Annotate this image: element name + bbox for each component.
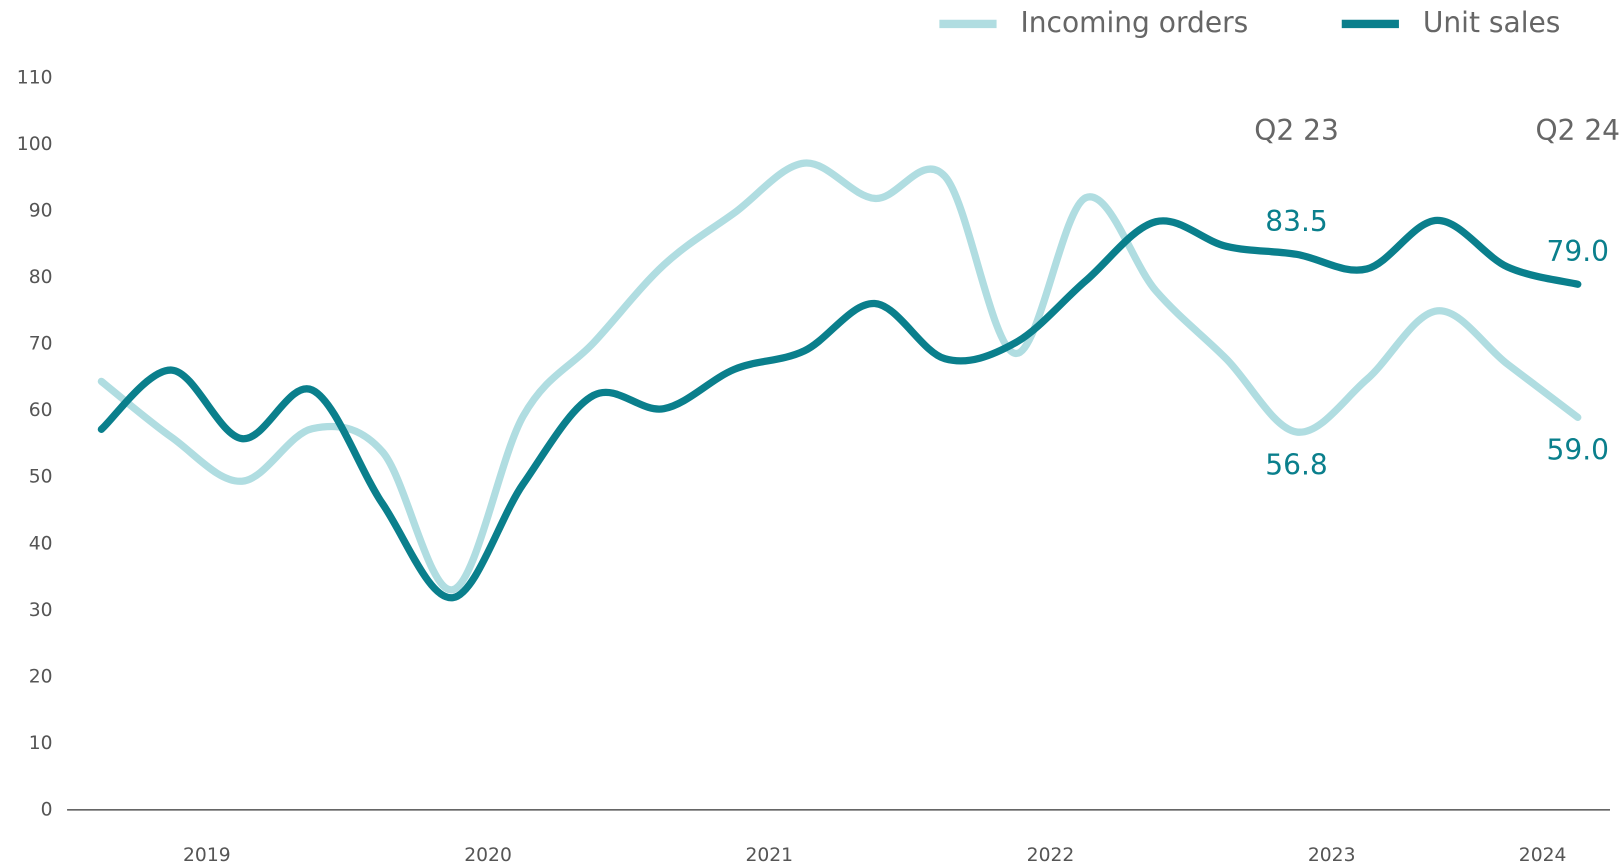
x-tick-label: 2021 xyxy=(745,845,793,864)
y-tick-label: 90 xyxy=(29,201,53,222)
y-tick-label: 10 xyxy=(29,733,53,754)
x-tick-label: 2019 xyxy=(183,845,231,864)
y-tick-label: 80 xyxy=(29,267,53,288)
series-line xyxy=(97,159,1582,594)
x-tick-label: 2024 xyxy=(1519,845,1567,864)
value-label: 59.0 xyxy=(1547,434,1609,467)
y-tick-label: 0 xyxy=(41,799,53,820)
annotation: Q2 24 xyxy=(1535,114,1620,147)
y-tick-label: 20 xyxy=(29,666,53,687)
y-tick-label: 100 xyxy=(17,134,53,155)
y-tick-label: 110 xyxy=(17,67,53,88)
series-line xyxy=(97,216,1582,602)
annotation: Q2 23 xyxy=(1254,114,1339,147)
y-tick-label: 50 xyxy=(29,467,53,488)
value-label: 79.0 xyxy=(1547,235,1609,268)
y-tick-label: 60 xyxy=(29,400,53,421)
legend-label: Unit sales xyxy=(1423,6,1561,39)
legend-label: Incoming orders xyxy=(1020,6,1248,39)
value-label: 83.5 xyxy=(1265,205,1327,238)
y-tick-label: 30 xyxy=(29,600,53,621)
x-tick-label: 2022 xyxy=(1027,845,1075,864)
value-label: 56.8 xyxy=(1265,448,1327,481)
x-tick-label: 2020 xyxy=(464,845,512,864)
y-tick-label: 70 xyxy=(29,334,53,355)
y-tick-label: 40 xyxy=(29,533,53,554)
x-tick-label: 2023 xyxy=(1308,845,1356,864)
